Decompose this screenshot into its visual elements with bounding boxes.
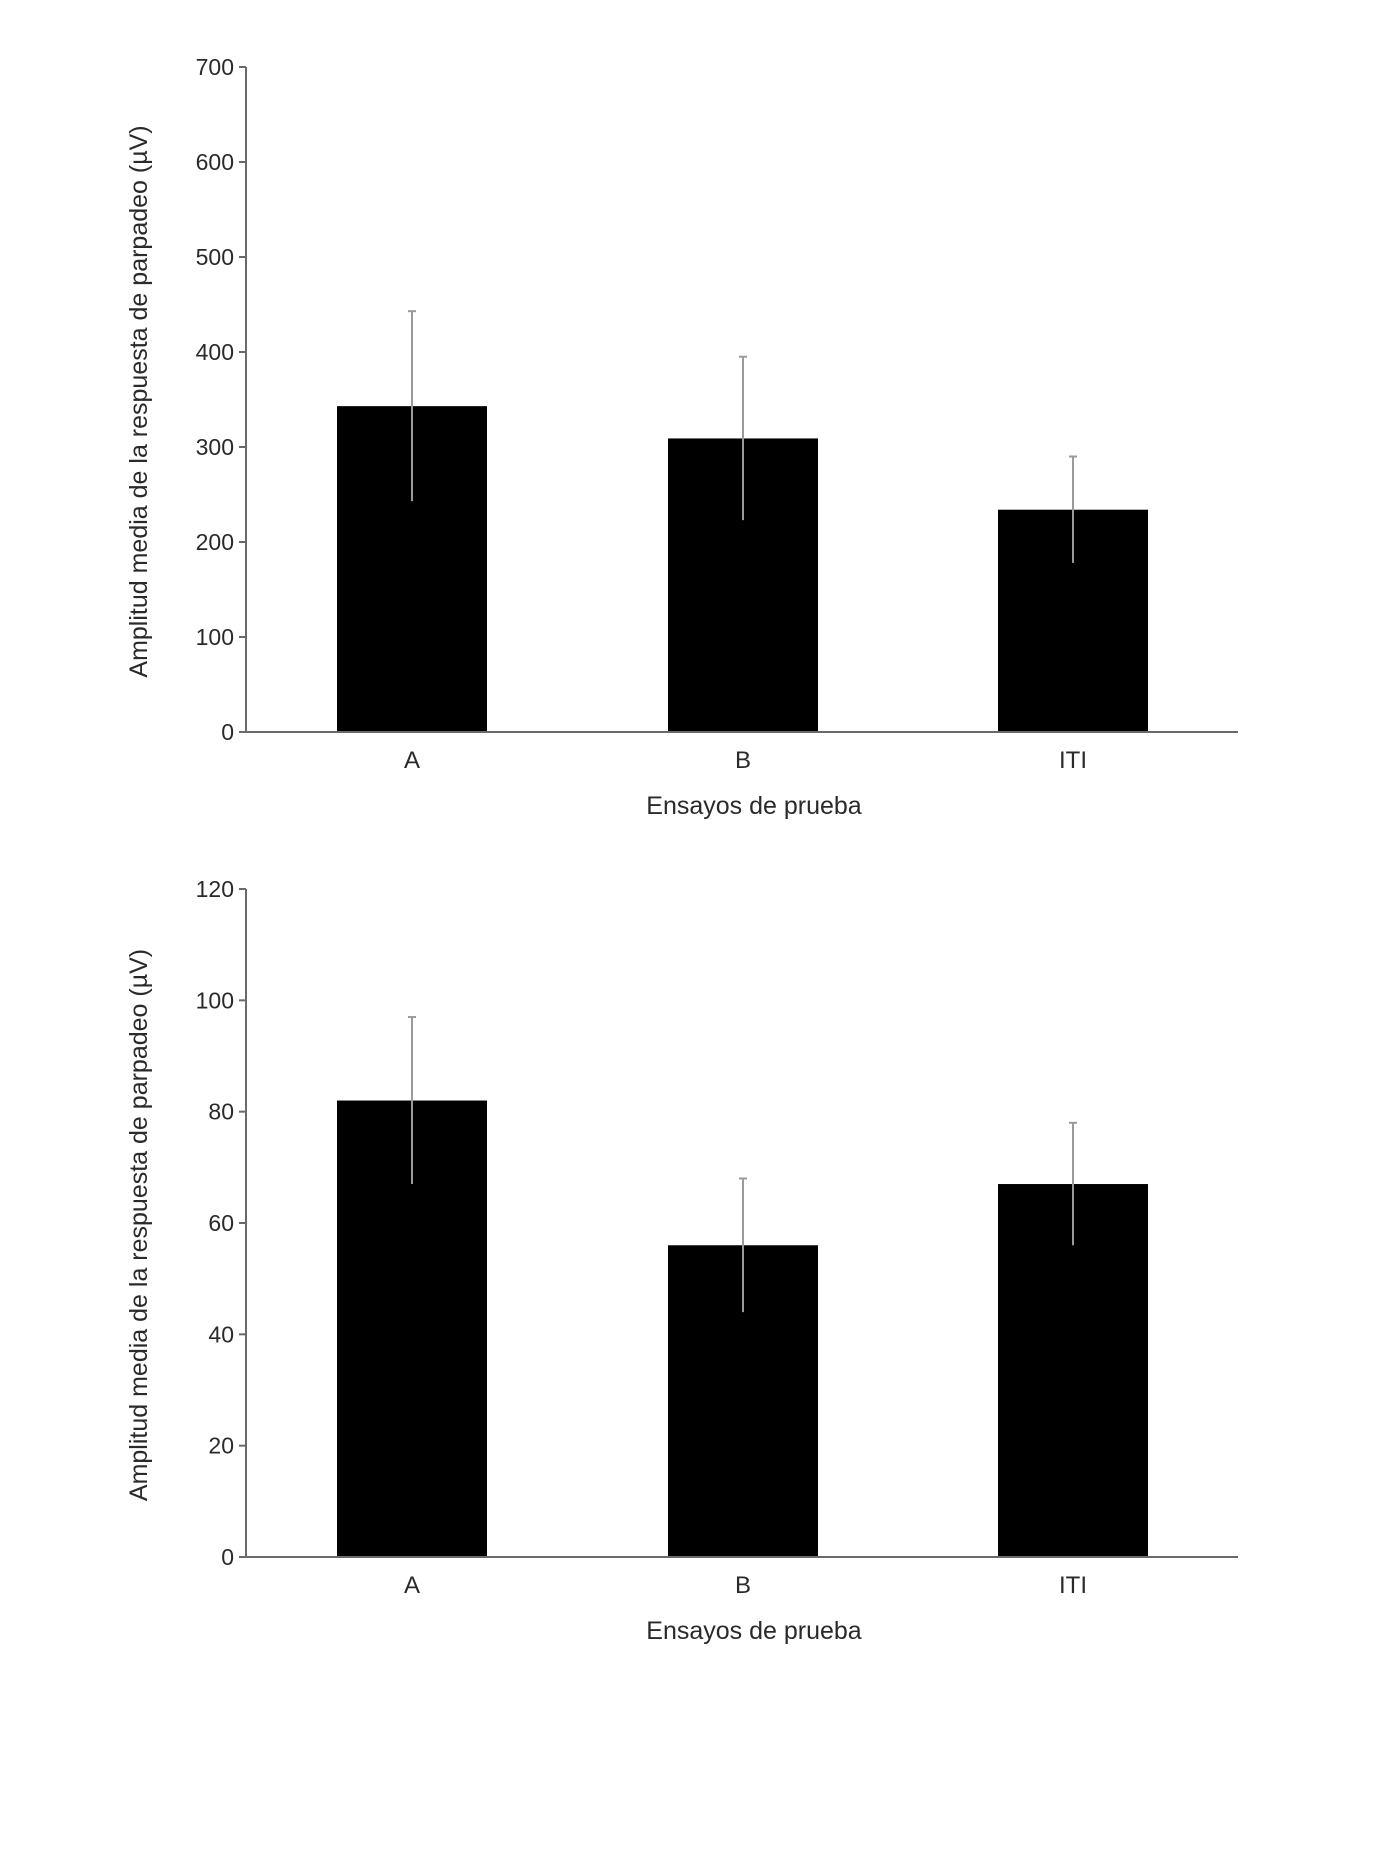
y-tick-label: 700 — [196, 54, 234, 80]
y-tick-label: 300 — [196, 434, 234, 460]
y-tick-label: 200 — [196, 529, 234, 555]
y-tick-label: 0 — [221, 719, 234, 745]
y-tick-label: 80 — [208, 1099, 234, 1125]
x-tick-label: A — [404, 747, 420, 774]
x-tick-label: A — [404, 1572, 420, 1599]
x-axis-title: Ensayos de prueba — [646, 1617, 862, 1645]
x-tick-label: ITI — [1059, 1572, 1087, 1599]
y-tick-label: 100 — [196, 987, 234, 1013]
y-tick-label: 500 — [196, 244, 234, 270]
x-tick-label: ITI — [1059, 747, 1087, 774]
y-tick-label: 100 — [196, 624, 234, 650]
y-tick-label: 600 — [196, 149, 234, 175]
y-axis-title: Amplitud media de la respuesta de parpad… — [125, 125, 153, 677]
y-tick-label: 120 — [196, 876, 234, 902]
x-tick-label: B — [735, 1572, 751, 1599]
chart-bottom: 0 20 40 60 80 100 120 A B ITI Ensayos de prueba Amp… — [125, 876, 1238, 1645]
y-tick-label: 60 — [208, 1210, 234, 1236]
x-tick-label: B — [735, 747, 751, 774]
y-tick-label: 20 — [208, 1433, 234, 1459]
x-axis-title: Ensayos de prueba — [646, 792, 862, 820]
y-tick-label: 40 — [208, 1321, 234, 1347]
y-tick-label: 0 — [221, 1544, 234, 1570]
chart-top: 0 100 200 300 400 500 600 700 A B ITI Ensayos de pr… — [125, 54, 1238, 820]
y-tick-label: 400 — [196, 339, 234, 365]
bar-iti — [998, 1184, 1148, 1557]
y-axis-title: Amplitud media de la respuesta de parpad… — [125, 949, 153, 1501]
